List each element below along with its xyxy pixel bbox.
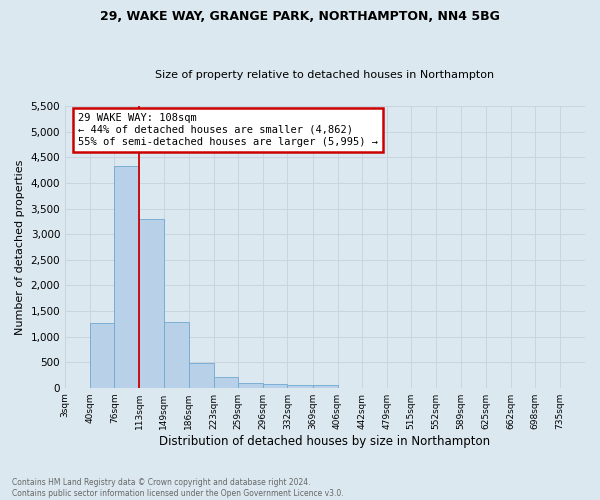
Bar xyxy=(115,166,139,388)
Bar xyxy=(214,378,238,388)
Bar xyxy=(90,322,115,388)
X-axis label: Distribution of detached houses by size in Northampton: Distribution of detached houses by size … xyxy=(160,434,491,448)
Bar xyxy=(238,382,263,388)
Text: Contains HM Land Registry data © Crown copyright and database right 2024.
Contai: Contains HM Land Registry data © Crown c… xyxy=(12,478,344,498)
Bar xyxy=(313,384,338,388)
Title: Size of property relative to detached houses in Northampton: Size of property relative to detached ho… xyxy=(155,70,494,81)
Bar xyxy=(287,385,313,388)
Text: 29 WAKE WAY: 108sqm
← 44% of detached houses are smaller (4,862)
55% of semi-det: 29 WAKE WAY: 108sqm ← 44% of detached ho… xyxy=(78,114,378,146)
Y-axis label: Number of detached properties: Number of detached properties xyxy=(15,160,25,334)
Bar xyxy=(189,363,214,388)
Bar xyxy=(139,219,164,388)
Text: 29, WAKE WAY, GRANGE PARK, NORTHAMPTON, NN4 5BG: 29, WAKE WAY, GRANGE PARK, NORTHAMPTON, … xyxy=(100,10,500,23)
Bar xyxy=(164,322,189,388)
Bar xyxy=(263,384,287,388)
